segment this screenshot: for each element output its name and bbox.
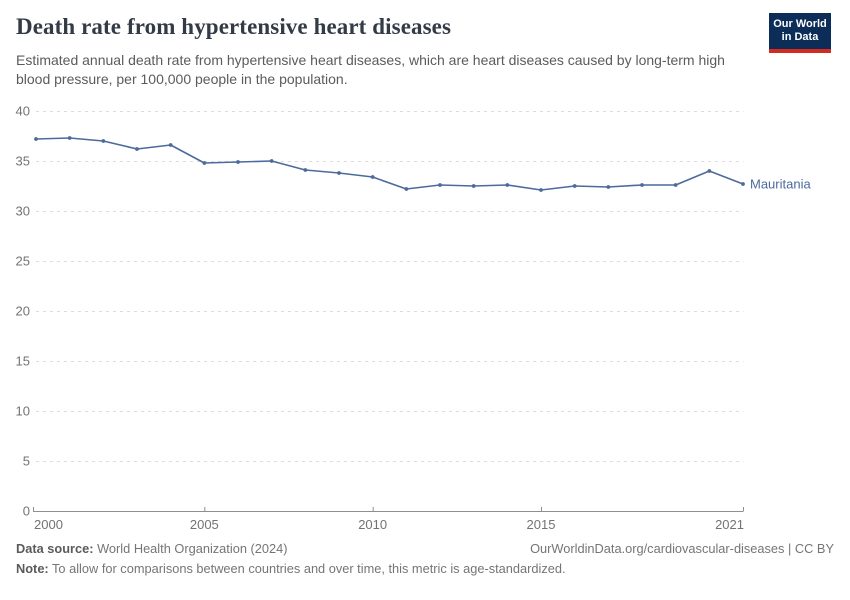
data-source-line: Data source: World Health Organization (… [16, 541, 288, 556]
data-point-2002[interactable] [101, 139, 106, 143]
data-point-2001[interactable] [67, 136, 72, 140]
data-point-2015[interactable] [539, 188, 543, 192]
chart-footer: Data source: World Health Organization (… [16, 541, 834, 576]
y-tick-label-10: 10 [16, 404, 30, 419]
x-tick-label-2015: 2015 [527, 517, 556, 532]
data-point-2010[interactable] [370, 175, 375, 179]
data-point-2000[interactable] [34, 137, 38, 141]
data-point-2019[interactable] [673, 183, 678, 187]
data-point-2008[interactable] [303, 168, 308, 172]
y-tick-label-0: 0 [23, 504, 30, 519]
data-point-2014[interactable] [505, 183, 510, 187]
y-tick-label-25: 25 [16, 254, 30, 269]
owid-logo-line2: in Data [781, 31, 819, 43]
footer-right: OurWorldinData.org/cardiovascular-diseas… [530, 541, 834, 556]
x-tick-label-2021: 2021 [715, 517, 744, 532]
data-point-2009[interactable] [337, 171, 341, 175]
data-point-2021[interactable] [741, 182, 745, 186]
entity-label-mauritania[interactable]: Mauritania [750, 177, 811, 192]
data-point-2018[interactable] [640, 183, 644, 187]
x-tick-label-2005: 2005 [190, 517, 219, 532]
data-point-2011[interactable] [404, 187, 409, 191]
y-tick-label-15: 15 [16, 354, 30, 369]
chart-subtitle: Estimated annual death rate from hyperte… [16, 52, 725, 88]
note-label: Note: [16, 561, 49, 576]
data-point-2013[interactable] [471, 184, 476, 188]
data-point-2012[interactable] [438, 183, 442, 187]
license-label: CC BY [794, 541, 834, 556]
y-tick-label-35: 35 [16, 154, 30, 169]
data-point-2005[interactable] [202, 161, 207, 165]
y-tick-label-20: 20 [16, 304, 30, 319]
line-chart: 0 5 10 15 20 25 30 35 40 2000 2005 2010 2015 2021 Maur… [16, 104, 812, 533]
x-tick-label-2010: 2010 [358, 517, 387, 532]
line-series-mauritania[interactable] [35, 137, 744, 191]
data-point-2020[interactable] [707, 169, 712, 173]
y-tick-label-30: 30 [16, 204, 30, 219]
note-line: Note: To allow for comparisons between c… [16, 561, 566, 576]
data-point-2006[interactable] [236, 160, 240, 164]
data-point-2016[interactable] [572, 184, 577, 188]
owid-logo-line1: Our World [773, 17, 827, 30]
chart-title: Death rate from hypertensive heart disea… [16, 14, 452, 39]
data-source-label: Data source: [16, 541, 94, 556]
data-point-2004[interactable] [168, 143, 173, 147]
footer-separator: | [784, 541, 795, 556]
data-point-2003[interactable] [135, 147, 139, 151]
y-tick-label-40: 40 [16, 104, 30, 119]
y-tick-label-5: 5 [23, 454, 30, 469]
owid-logo[interactable]: Our World in Data [769, 13, 831, 53]
data-point-2007[interactable] [269, 159, 274, 163]
owid-url-link[interactable]: OurWorldinData.org/cardiovascular-diseas… [530, 541, 785, 556]
data-point-2017[interactable] [606, 185, 611, 189]
x-tick-label-2000: 2000 [34, 517, 63, 532]
